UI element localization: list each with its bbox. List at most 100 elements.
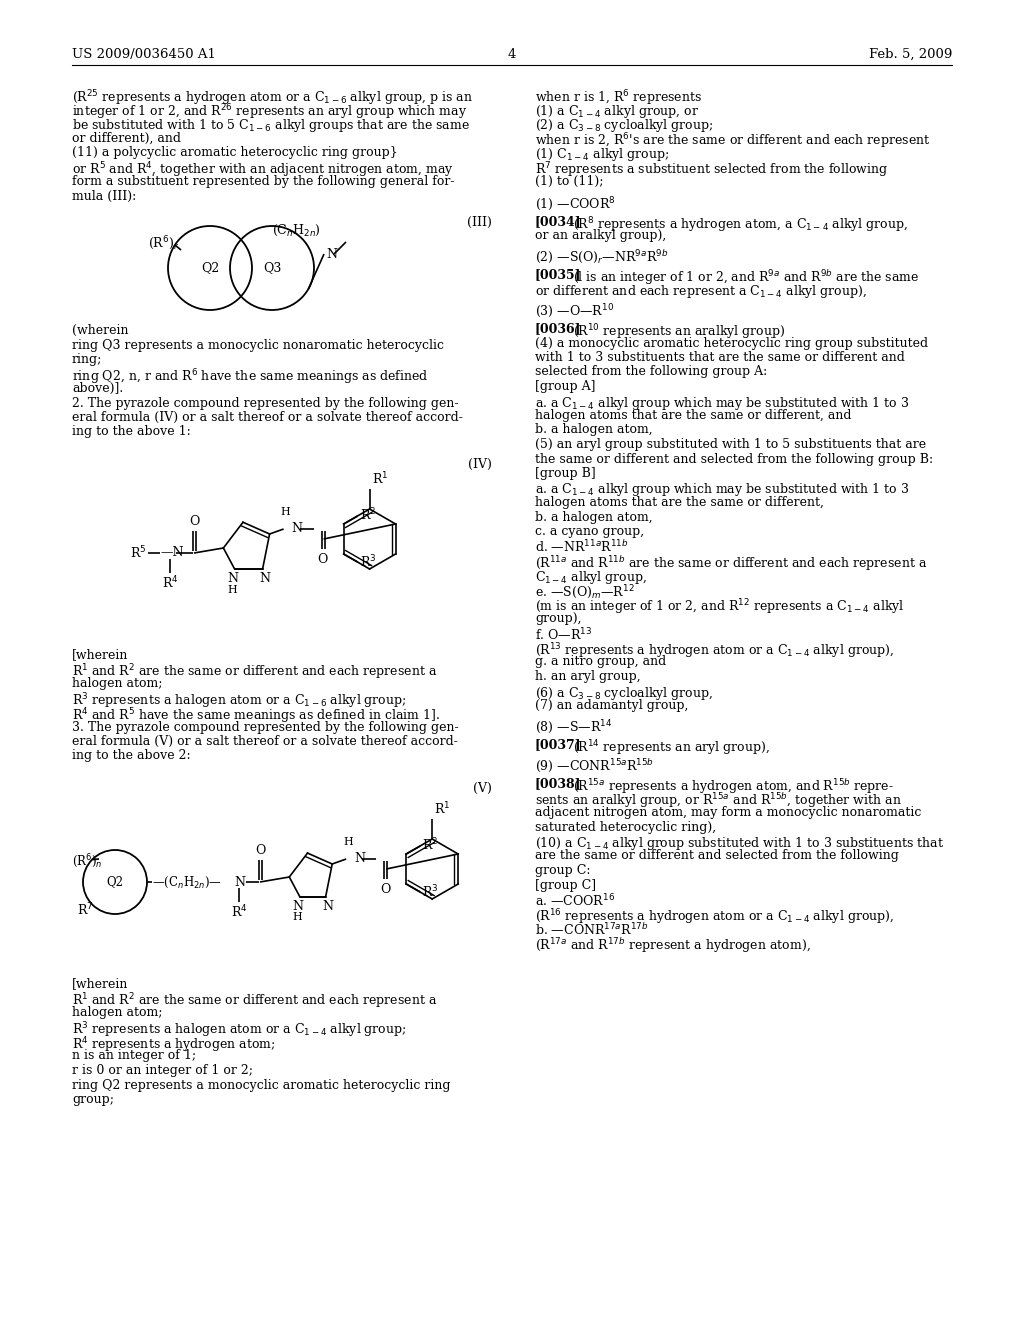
Text: R$^1$: R$^1$ <box>434 800 451 817</box>
Text: when r is 1, R$^6$ represents: when r is 1, R$^6$ represents <box>535 88 702 108</box>
Text: [group C]: [group C] <box>535 879 596 891</box>
Text: integer of 1 or 2, and R$^{26}$ represents an aryl group which may: integer of 1 or 2, and R$^{26}$ represen… <box>72 103 467 121</box>
Text: N: N <box>326 248 337 260</box>
Text: [0035]: [0035] <box>535 268 582 281</box>
Text: R$^3$: R$^3$ <box>359 553 376 570</box>
Text: —(C$_n$H$_{2n}$)—: —(C$_n$H$_{2n}$)— <box>152 874 222 890</box>
Text: group;: group; <box>72 1093 114 1106</box>
Text: g. a nitro group, and: g. a nitro group, and <box>535 656 667 668</box>
Text: f. O—R$^{13}$: f. O—R$^{13}$ <box>535 627 592 643</box>
Text: eral formula (V) or a salt thereof or a solvate thereof accord-: eral formula (V) or a salt thereof or a … <box>72 735 458 748</box>
Text: (1) a C$_{1-4}$ alkyl group, or: (1) a C$_{1-4}$ alkyl group, or <box>535 103 699 120</box>
Text: with 1 to 3 substituents that are the same or different and: with 1 to 3 substituents that are the sa… <box>535 351 905 364</box>
Text: Feb. 5, 2009: Feb. 5, 2009 <box>868 48 952 61</box>
Text: N: N <box>234 875 245 888</box>
Text: (2) —S(O)$_r$—NR$^{9a}$R$^{9b}$: (2) —S(O)$_r$—NR$^{9a}$R$^{9b}$ <box>535 249 669 267</box>
Text: adjacent nitrogen atom, may form a monocyclic nonaromatic: adjacent nitrogen atom, may form a monoc… <box>535 807 922 818</box>
Text: selected from the following group A:: selected from the following group A: <box>535 366 767 379</box>
Text: H: H <box>293 912 302 923</box>
Text: a. —COOR$^{16}$: a. —COOR$^{16}$ <box>535 894 615 909</box>
Text: (R$^{25}$ represents a hydrogen atom or a C$_{1-6}$ alkyl group, p is an: (R$^{25}$ represents a hydrogen atom or … <box>72 88 473 108</box>
Text: (R$^6$)$_n$: (R$^6$)$_n$ <box>72 851 102 870</box>
Text: or R$^5$ and R$^4$, together with an adjacent nitrogen atom, may: or R$^5$ and R$^4$, together with an adj… <box>72 161 454 180</box>
Text: R$^3$ represents a halogen atom or a C$_{1-4}$ alkyl group;: R$^3$ represents a halogen atom or a C$_… <box>72 1020 407 1040</box>
Text: US 2009/0036450 A1: US 2009/0036450 A1 <box>72 48 216 61</box>
Text: (C$_n$H$_{2n}$): (C$_n$H$_{2n}$) <box>272 223 321 238</box>
Text: R$^1$ and R$^2$ are the same or different and each represent a: R$^1$ and R$^2$ are the same or differen… <box>72 991 437 1011</box>
Text: (4) a monocyclic aromatic heterocyclic ring group substituted: (4) a monocyclic aromatic heterocyclic r… <box>535 337 928 350</box>
Text: r is 0 or an integer of 1 or 2;: r is 0 or an integer of 1 or 2; <box>72 1064 253 1077</box>
Text: halogen atoms that are the same or different, and: halogen atoms that are the same or diffe… <box>535 409 852 422</box>
Text: group C:: group C: <box>535 865 591 876</box>
Text: O: O <box>255 843 265 857</box>
Text: (IV): (IV) <box>468 458 492 471</box>
Text: or different), and: or different), and <box>72 132 181 144</box>
Text: (R$^6$)$_r$: (R$^6$)$_r$ <box>148 234 179 252</box>
Text: ing to the above 2:: ing to the above 2: <box>72 750 190 763</box>
Text: R$^4$: R$^4$ <box>162 576 178 591</box>
Text: a. a C$_{1-4}$ alkyl group which may be substituted with 1 to 3: a. a C$_{1-4}$ alkyl group which may be … <box>535 395 909 412</box>
Text: (1) —COOR$^8$: (1) —COOR$^8$ <box>535 195 615 214</box>
Text: [0036]: [0036] <box>535 322 582 335</box>
Text: the same or different and selected from the following group B:: the same or different and selected from … <box>535 453 933 466</box>
Text: (R$^{17a}$ and R$^{17b}$ represent a hydrogen atom),: (R$^{17a}$ and R$^{17b}$ represent a hyd… <box>535 936 811 956</box>
Text: Q3: Q3 <box>263 261 282 275</box>
Text: R$^3$ represents a halogen atom or a C$_{1-6}$ alkyl group;: R$^3$ represents a halogen atom or a C$_… <box>72 692 407 711</box>
Text: be substituted with 1 to 5 C$_{1-6}$ alkyl groups that are the same: be substituted with 1 to 5 C$_{1-6}$ alk… <box>72 117 470 135</box>
Text: ring Q2 represents a monocyclic aromatic heterocyclic ring: ring Q2 represents a monocyclic aromatic… <box>72 1078 451 1092</box>
Text: a. a C$_{1-4}$ alkyl group which may be substituted with 1 to 3: a. a C$_{1-4}$ alkyl group which may be … <box>535 482 909 499</box>
Text: 2. The pyrazole compound represented by the following gen-: 2. The pyrazole compound represented by … <box>72 396 459 409</box>
Text: (8) —S—R$^{14}$: (8) —S—R$^{14}$ <box>535 718 612 737</box>
Text: [0038]: [0038] <box>535 777 582 789</box>
Text: C$_{1-4}$ alkyl group,: C$_{1-4}$ alkyl group, <box>535 569 647 586</box>
Text: e. —S(O)$_m$—R$^{12}$: e. —S(O)$_m$—R$^{12}$ <box>535 583 635 601</box>
Text: R$^1$: R$^1$ <box>372 470 388 487</box>
Text: [group A]: [group A] <box>535 380 596 393</box>
Text: eral formula (IV) or a salt thereof or a solvate thereof accord-: eral formula (IV) or a salt thereof or a… <box>72 411 463 424</box>
Text: are the same or different and selected from the following: are the same or different and selected f… <box>535 850 899 862</box>
Text: form a substituent represented by the following general for-: form a substituent represented by the fo… <box>72 176 455 187</box>
Text: R$^5$: R$^5$ <box>130 545 146 561</box>
Text: (R$^8$ represents a hydrogen atom, a C$_{1-4}$ alkyl group,: (R$^8$ represents a hydrogen atom, a C$_… <box>573 215 908 235</box>
Text: (9) —CONR$^{15a}$R$^{15b}$: (9) —CONR$^{15a}$R$^{15b}$ <box>535 758 654 775</box>
Text: (1) C$_{1-4}$ alkyl group;: (1) C$_{1-4}$ alkyl group; <box>535 147 669 162</box>
Text: [0034]: [0034] <box>535 215 582 228</box>
Text: (III): (III) <box>467 216 492 228</box>
Text: b. —CONR$^{17a}$R$^{17b}$: b. —CONR$^{17a}$R$^{17b}$ <box>535 921 648 939</box>
Text: halogen atom;: halogen atom; <box>72 1006 163 1019</box>
Text: or an aralkyl group),: or an aralkyl group), <box>535 230 667 243</box>
Text: (R$^{15a}$ represents a hydrogen atom, and R$^{15b}$ repre-: (R$^{15a}$ represents a hydrogen atom, a… <box>573 777 894 796</box>
Text: d. —NR$^{11a}$R$^{11b}$: d. —NR$^{11a}$R$^{11b}$ <box>535 540 629 556</box>
Text: (R$^{14}$ represents an aryl group),: (R$^{14}$ represents an aryl group), <box>573 738 770 758</box>
Text: H: H <box>281 507 291 517</box>
Text: halogen atoms that are the same or different,: halogen atoms that are the same or diffe… <box>535 496 824 510</box>
Text: (wherein: (wherein <box>72 323 128 337</box>
Text: (l is an integer of 1 or 2, and R$^{9a}$ and R$^{9b}$ are the same: (l is an integer of 1 or 2, and R$^{9a}$… <box>573 268 920 288</box>
Text: N: N <box>292 899 303 912</box>
Text: (7) an adamantyl group,: (7) an adamantyl group, <box>535 700 688 711</box>
Text: R$^4$ and R$^5$ have the same meanings as defined in claim 1].: R$^4$ and R$^5$ have the same meanings a… <box>72 706 440 726</box>
Text: R$^7$: R$^7$ <box>77 902 93 919</box>
Text: sents an aralkyl group, or R$^{15a}$ and R$^{15b}$, together with an: sents an aralkyl group, or R$^{15a}$ and… <box>535 792 902 810</box>
Text: (R$^{13}$ represents a hydrogen atom or a C$_{1-4}$ alkyl group),: (R$^{13}$ represents a hydrogen atom or … <box>535 642 894 660</box>
Text: —N: —N <box>160 546 183 560</box>
Text: [group B]: [group B] <box>535 467 596 480</box>
Text: (R$^{16}$ represents a hydrogen atom or a C$_{1-4}$ alkyl group),: (R$^{16}$ represents a hydrogen atom or … <box>535 908 894 927</box>
Text: N: N <box>227 572 239 585</box>
Text: (10) a C$_{1-4}$ alkyl group substituted with 1 to 3 substituents that: (10) a C$_{1-4}$ alkyl group substituted… <box>535 836 944 851</box>
Text: O: O <box>380 883 390 896</box>
Text: group),: group), <box>535 612 582 624</box>
Text: N: N <box>354 853 366 866</box>
Text: N: N <box>259 572 270 585</box>
Text: saturated heterocyclic ring),: saturated heterocyclic ring), <box>535 821 716 833</box>
Text: (m is an integer of 1 or 2, and R$^{12}$ represents a C$_{1-4}$ alkyl: (m is an integer of 1 or 2, and R$^{12}$… <box>535 598 904 618</box>
Text: when r is 2, R$^6$'s are the same or different and each represent: when r is 2, R$^6$'s are the same or dif… <box>535 132 931 150</box>
Text: ring Q3 represents a monocyclic nonaromatic heterocyclic: ring Q3 represents a monocyclic nonaroma… <box>72 338 444 351</box>
Text: R$^2$: R$^2$ <box>359 507 376 523</box>
Text: [wherein: [wherein <box>72 648 128 661</box>
Text: (5) an aryl group substituted with 1 to 5 substituents that are: (5) an aryl group substituted with 1 to … <box>535 438 926 451</box>
Text: h. an aryl group,: h. an aryl group, <box>535 671 641 682</box>
Text: R$^4$ represents a hydrogen atom;: R$^4$ represents a hydrogen atom; <box>72 1035 275 1055</box>
Text: R$^3$: R$^3$ <box>422 883 438 900</box>
Text: (6) a C$_{3-8}$ cycloalkyl group,: (6) a C$_{3-8}$ cycloalkyl group, <box>535 685 713 701</box>
